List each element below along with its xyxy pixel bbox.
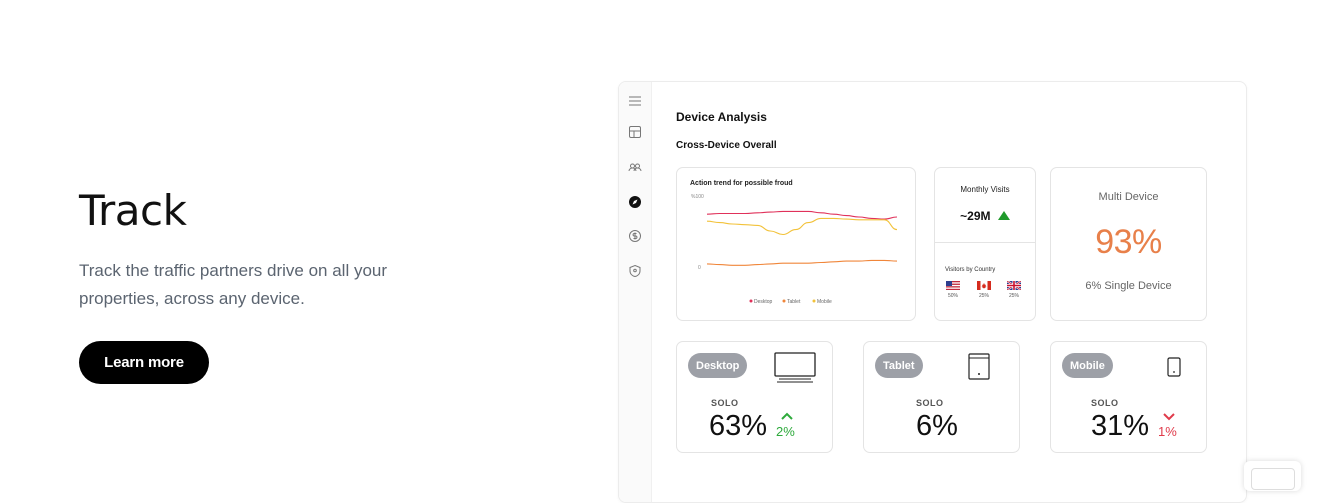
mobile-value: 31% bbox=[1091, 410, 1150, 442]
tablet-solo-label: SOLO bbox=[916, 398, 944, 408]
mobile-icon bbox=[1167, 357, 1181, 377]
tablet-icon bbox=[968, 353, 990, 380]
floating-widget[interactable] bbox=[1244, 461, 1301, 491]
dollar-icon[interactable] bbox=[628, 229, 642, 243]
compass-icon[interactable] bbox=[628, 195, 642, 209]
dashboard-card: Device Analysis Cross-Device Overall Act… bbox=[618, 81, 1247, 503]
monthly-visits-panel: Monthly Visits ~29M Visitors by Country … bbox=[934, 167, 1036, 321]
menu-icon[interactable] bbox=[628, 94, 642, 108]
ca-flag-icon bbox=[977, 281, 991, 290]
shield-icon[interactable] bbox=[628, 264, 642, 278]
monthly-visits-value: ~29M bbox=[935, 209, 1035, 223]
mobile-card: Mobile SOLO 31% 1% bbox=[1050, 341, 1207, 453]
hero-description: Track the traffic partners drive on all … bbox=[79, 261, 388, 308]
series-line-mobile bbox=[706, 217, 898, 236]
layout-icon[interactable] bbox=[628, 125, 642, 139]
trend-chart: %100 0 Desktop Tablet Mobile bbox=[691, 194, 898, 305]
legend-dot-mobile bbox=[812, 299, 816, 303]
desktop-icon bbox=[774, 352, 816, 383]
legend-label-mobile: Mobile bbox=[817, 299, 832, 305]
tablet-card: Tablet SOLO 6% bbox=[863, 341, 1020, 453]
uk-percentage: 25% bbox=[1008, 293, 1019, 299]
desktop-solo-label: SOLO bbox=[711, 398, 739, 408]
chart-title: Action trend for possible froud bbox=[690, 180, 793, 187]
multi-device-value: 93% bbox=[1095, 223, 1162, 261]
us-flag-icon bbox=[946, 281, 960, 290]
monthly-visits-title: Monthly Visits bbox=[960, 185, 1010, 194]
uk-flag-icon bbox=[1007, 281, 1021, 290]
tablet-pill: Tablet bbox=[875, 353, 923, 378]
mobile-pill: Mobile bbox=[1062, 353, 1113, 378]
learn-more-button[interactable]: Learn more bbox=[79, 341, 209, 384]
trend-chart-panel: Action trend for possible froud %100 0 D… bbox=[676, 167, 916, 321]
legend-label-desktop: Desktop bbox=[754, 299, 773, 305]
tablet-value: 6% bbox=[916, 410, 958, 442]
single-device-subtitle: 6% Single Device bbox=[1085, 280, 1172, 292]
monthly-visits-number: ~29M bbox=[960, 209, 991, 223]
users-icon[interactable] bbox=[628, 160, 642, 174]
dashboard-title: Device Analysis bbox=[676, 110, 767, 124]
delta-down-icon bbox=[1163, 413, 1175, 421]
trend-up-icon bbox=[997, 211, 1010, 220]
dashboard-subtitle: Cross-Device Overall bbox=[676, 140, 777, 151]
legend-dot-tablet bbox=[782, 299, 786, 303]
us-percentage: 50% bbox=[947, 293, 958, 299]
delta-up-icon bbox=[781, 412, 793, 420]
y-axis-top-label: %100 bbox=[691, 194, 704, 200]
divider bbox=[935, 242, 1035, 243]
dashboard-sidebar bbox=[619, 82, 652, 502]
series-line-tablet bbox=[706, 259, 898, 266]
floating-widget-inner bbox=[1251, 468, 1295, 490]
multi-device-title: Multi Device bbox=[1098, 191, 1159, 203]
mobile-solo-label: SOLO bbox=[1091, 398, 1119, 408]
hero-title: Track bbox=[79, 186, 187, 235]
legend-dot-desktop bbox=[749, 299, 753, 303]
y-axis-zero-label: 0 bbox=[698, 265, 701, 271]
legend-label-tablet: Tablet bbox=[787, 299, 801, 305]
multi-device-panel: Multi Device 93% 6% Single Device bbox=[1050, 167, 1207, 321]
series-line-desktop bbox=[706, 210, 898, 220]
desktop-pill: Desktop bbox=[688, 353, 748, 378]
ca-percentage: 25% bbox=[978, 293, 989, 299]
visitors-by-country-title: Visitors by Country bbox=[945, 267, 996, 273]
desktop-delta: 2% bbox=[776, 424, 795, 439]
desktop-value: 63% bbox=[709, 410, 768, 442]
desktop-card: Desktop SOLO 63% 2% bbox=[676, 341, 833, 453]
mobile-delta: 1% bbox=[1158, 424, 1177, 439]
